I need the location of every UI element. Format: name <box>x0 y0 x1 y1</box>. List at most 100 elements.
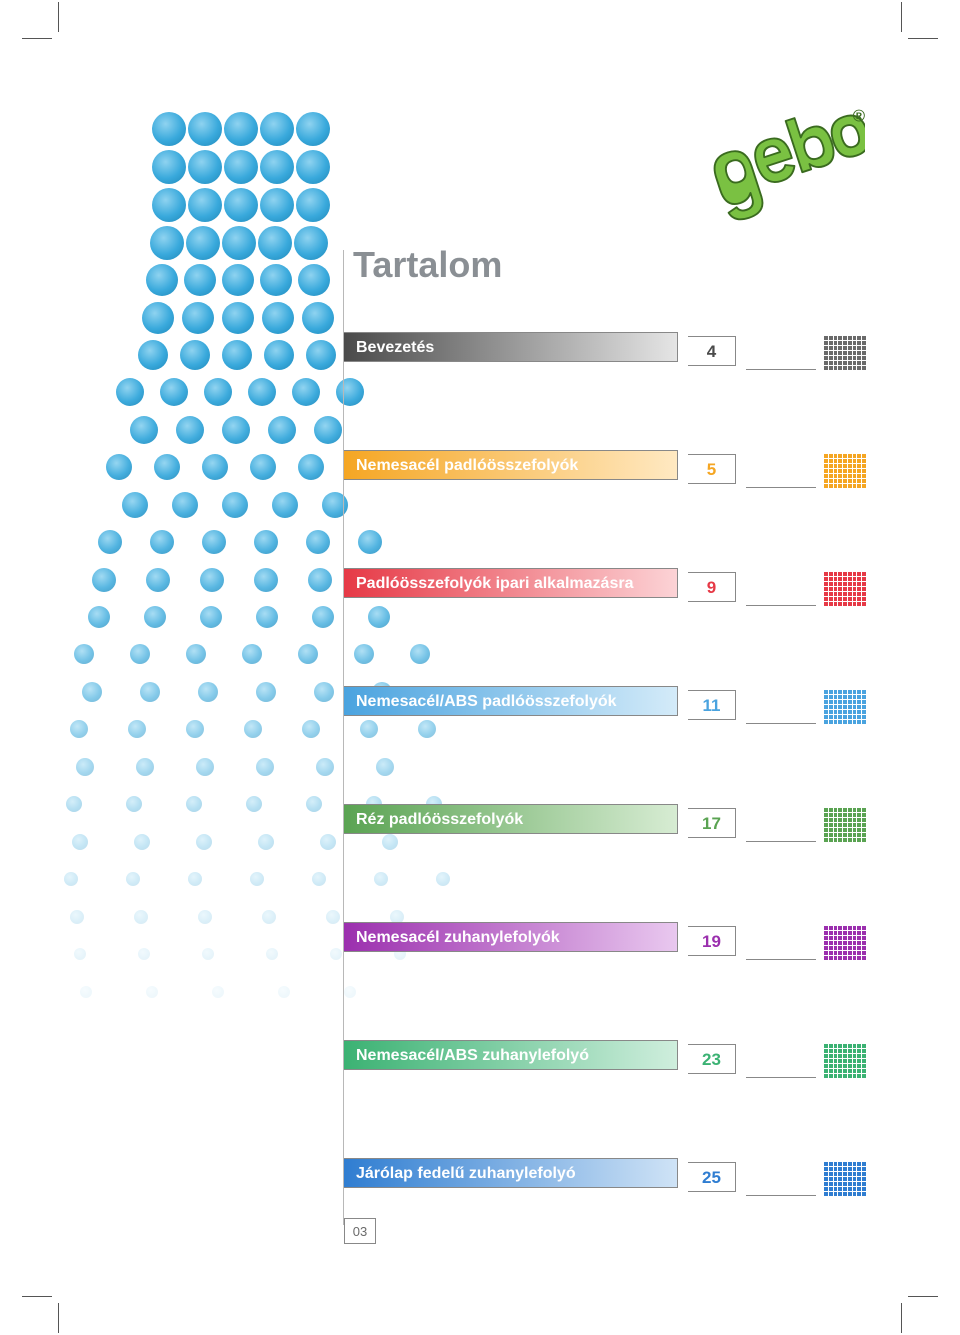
table-of-contents: Bevezetés4 Nemesacél padlóösszefolyók 5 Pad… <box>344 332 874 1276</box>
water-dot <box>244 720 262 738</box>
water-dot <box>312 872 326 886</box>
water-dot <box>146 264 178 296</box>
water-dot <box>224 188 258 222</box>
water-dot <box>320 834 336 850</box>
toc-bar: Réz padlóösszefolyók <box>344 804 678 834</box>
page-title: Tartalom <box>353 244 502 286</box>
water-dot <box>264 340 294 370</box>
toc-page-number: 5 <box>688 454 736 484</box>
water-dot <box>92 568 116 592</box>
water-dot <box>298 644 318 664</box>
water-dot <box>136 758 154 776</box>
crop-mark <box>22 1296 52 1297</box>
toc-tail-line <box>746 812 816 842</box>
water-dot <box>188 872 202 886</box>
toc-bar: Nemesacél zuhanylefolyók <box>344 922 678 952</box>
water-dot <box>256 606 278 628</box>
water-dot <box>186 226 220 260</box>
water-dot <box>246 796 262 812</box>
page-number: 03 <box>344 1218 376 1244</box>
water-dot <box>302 720 320 738</box>
water-dot <box>76 758 94 776</box>
toc-row: Nemesacél zuhanylefolyók19 <box>344 922 874 956</box>
svg-text:®: ® <box>853 107 865 126</box>
water-dot <box>262 302 294 334</box>
water-dot <box>258 226 292 260</box>
water-dot <box>294 226 328 260</box>
water-dot <box>308 568 332 592</box>
toc-row: Járólap fedelű zuhanylefolyó25 <box>344 1158 874 1192</box>
water-dot <box>72 834 88 850</box>
water-dot <box>134 910 148 924</box>
toc-bar: Nemesacél padlóösszefolyók <box>344 450 678 480</box>
water-dot <box>250 454 276 480</box>
water-dot <box>66 796 82 812</box>
water-dot <box>298 454 324 480</box>
gebo-logo: ® <box>705 105 865 235</box>
toc-row: Bevezetés4 <box>344 332 874 366</box>
water-dot <box>126 872 140 886</box>
toc-row: Nemesacél padlóösszefolyók 5 <box>344 450 874 484</box>
water-dot <box>222 302 254 334</box>
water-dot <box>248 378 276 406</box>
water-dot <box>80 986 92 998</box>
water-dot <box>160 378 188 406</box>
water-dot <box>106 454 132 480</box>
toc-page-number: 4 <box>688 336 736 366</box>
water-dot <box>70 910 84 924</box>
water-dot <box>70 720 88 738</box>
water-dot <box>200 568 224 592</box>
water-dot <box>224 112 258 146</box>
water-dot <box>330 948 342 960</box>
water-dot <box>138 340 168 370</box>
toc-bar: Nemesacél/ABS padlóösszefolyók <box>344 686 678 716</box>
water-dot <box>180 340 210 370</box>
toc-bar: Padlóösszefolyók ipari alkalmazásra <box>344 568 678 598</box>
water-dot <box>254 568 278 592</box>
water-dot <box>262 910 276 924</box>
water-dot <box>188 150 222 184</box>
water-dot <box>222 226 256 260</box>
water-dot <box>198 682 218 702</box>
toc-tail-line <box>746 1166 816 1196</box>
toc-page-number: 23 <box>688 1044 736 1074</box>
toc-tail-line <box>746 576 816 606</box>
toc-dot-grid-icon <box>824 808 866 842</box>
water-dot <box>144 606 166 628</box>
water-dot <box>212 986 224 998</box>
water-dot <box>64 872 78 886</box>
water-dot <box>82 682 102 702</box>
water-dot <box>134 834 150 850</box>
water-dot <box>188 112 222 146</box>
toc-tail-line <box>746 458 816 488</box>
water-dot <box>172 492 198 518</box>
crop-mark <box>901 2 902 32</box>
water-dot <box>196 758 214 776</box>
water-dot <box>128 720 146 738</box>
water-dot <box>314 682 334 702</box>
water-dot <box>298 264 330 296</box>
water-dot <box>202 454 228 480</box>
water-dot <box>176 416 204 444</box>
water-dot <box>222 264 254 296</box>
toc-dot-grid-icon <box>824 926 866 960</box>
water-dot <box>260 150 294 184</box>
water-dot <box>146 986 158 998</box>
water-dot <box>150 226 184 260</box>
crop-mark <box>58 2 59 32</box>
toc-page-number: 25 <box>688 1162 736 1192</box>
water-dot <box>202 948 214 960</box>
toc-tail-line <box>746 694 816 724</box>
toc-page-number: 9 <box>688 572 736 602</box>
water-dot <box>116 378 144 406</box>
water-dot <box>74 948 86 960</box>
water-dot <box>254 530 278 554</box>
water-dot <box>256 758 274 776</box>
toc-bar: Nemesacél/ABS zuhanylefolyó <box>344 1040 678 1070</box>
toc-dot-grid-icon <box>824 336 866 370</box>
water-dot <box>186 796 202 812</box>
crop-mark <box>22 38 52 39</box>
water-dot <box>306 796 322 812</box>
toc-dot-grid-icon <box>824 690 866 724</box>
water-dot <box>222 416 250 444</box>
